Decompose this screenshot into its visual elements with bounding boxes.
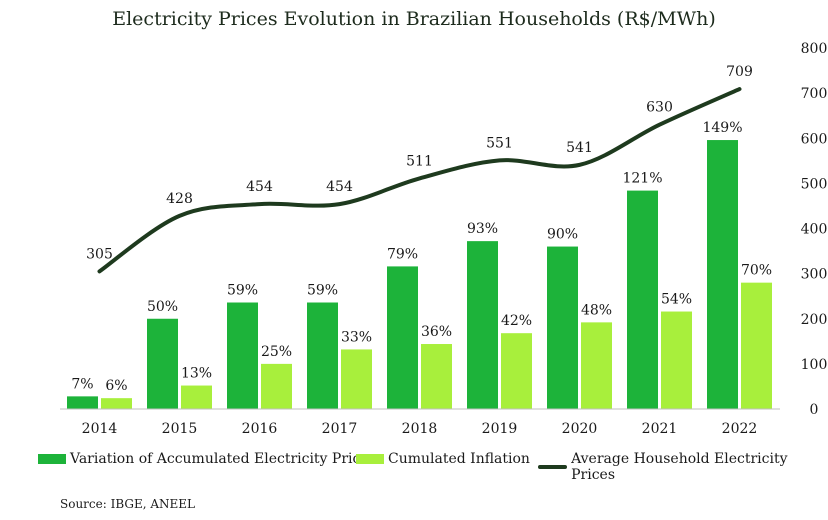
- source-note: Source: IBGE, ANEEL: [60, 497, 195, 511]
- x-tick-2017: 2017: [322, 421, 358, 437]
- label-inflation-2014: 6%: [105, 378, 127, 394]
- label-price-2016: 454: [246, 179, 273, 195]
- labels-layer: 7% 6% 50% 13% 59% 25% 59% 33% 79% 36% 93% 42% 90% 48%…: [71, 64, 772, 394]
- label-variation-2015: 50%: [147, 299, 178, 315]
- bar-inflation-2020: [581, 322, 612, 409]
- legend-line-average-price: [538, 465, 568, 469]
- legend-item-variation: Variation of Accumulated Electricity Pri…: [38, 451, 376, 467]
- bar-variation-2016: [227, 302, 258, 409]
- x-axis-ticks: 2014 2015 2016 2017 2018 2019 2020 2021 2022: [82, 421, 758, 437]
- bar-variation-2017: [307, 302, 338, 409]
- label-variation-2022: 149%: [702, 120, 742, 136]
- legend-swatch-variation: [38, 454, 66, 464]
- x-tick-2022: 2022: [722, 421, 758, 437]
- label-variation-2016: 59%: [227, 283, 258, 299]
- label-variation-2018: 79%: [387, 246, 418, 262]
- legend-label-inflation: Cumulated Inflation: [388, 451, 530, 467]
- label-price-2022: 709: [726, 64, 753, 80]
- label-variation-2019: 93%: [467, 221, 498, 237]
- label-inflation-2017: 33%: [341, 329, 372, 345]
- legend-swatch-inflation: [356, 454, 384, 464]
- chart-title: Electricity Prices Evolution in Brazilia…: [112, 8, 716, 30]
- bar-variation-2019: [467, 241, 498, 409]
- x-tick-2018: 2018: [402, 421, 438, 437]
- y-tick-200: 200: [801, 312, 828, 328]
- label-variation-2014: 7%: [71, 376, 93, 392]
- bar-inflation-2021: [661, 311, 692, 409]
- label-price-2019: 551: [486, 135, 513, 151]
- y-tick-600: 600: [801, 131, 828, 147]
- y-tick-0: 0: [810, 402, 819, 418]
- y-tick-300: 300: [801, 267, 828, 283]
- price-line: [97, 87, 742, 274]
- x-tick-2016: 2016: [242, 421, 278, 437]
- x-tick-2014: 2014: [82, 421, 118, 437]
- bar-variation-2020: [547, 246, 578, 409]
- label-inflation-2016: 25%: [261, 344, 292, 360]
- bar-variation-2014: [67, 396, 98, 409]
- legend: Variation of Accumulated Electricity Pri…: [0, 451, 828, 483]
- y-tick-800: 800: [801, 41, 828, 57]
- label-inflation-2019: 42%: [501, 313, 532, 329]
- x-tick-2021: 2021: [642, 421, 678, 437]
- bar-inflation-2015: [181, 385, 212, 409]
- bar-inflation-2014: [101, 398, 132, 409]
- label-price-2021: 630: [646, 100, 673, 116]
- bar-inflation-2016: [261, 363, 292, 409]
- label-inflation-2018: 36%: [421, 324, 452, 340]
- label-inflation-2020: 48%: [581, 302, 612, 318]
- bar-inflation-2019: [501, 333, 532, 409]
- bar-variation-2021: [627, 190, 658, 409]
- y-tick-100: 100: [801, 357, 828, 373]
- x-tick-2019: 2019: [482, 421, 518, 437]
- bar-variation-2022: [707, 140, 738, 409]
- label-price-2015: 428: [166, 191, 193, 207]
- y-tick-500: 500: [801, 176, 828, 192]
- label-inflation-2022: 70%: [741, 263, 772, 279]
- label-inflation-2015: 13%: [181, 366, 212, 382]
- bar-inflation-2018: [421, 344, 452, 409]
- bar-variation-2015: [147, 318, 178, 409]
- label-price-2020: 541: [566, 140, 593, 156]
- label-inflation-2021: 54%: [661, 292, 692, 308]
- label-price-2014: 305: [86, 246, 113, 262]
- bars-layer: [67, 140, 772, 409]
- x-tick-2015: 2015: [162, 421, 198, 437]
- label-price-2017: 454: [326, 179, 353, 195]
- label-price-2018: 511: [406, 153, 433, 169]
- label-variation-2017: 59%: [307, 283, 338, 299]
- legend-item-inflation: Cumulated Inflation: [356, 451, 530, 467]
- y-tick-700: 700: [801, 86, 828, 102]
- bar-inflation-2017: [341, 349, 372, 409]
- y-axis-right-ticks: 0 100 200 300 400 500 600 700 800: [801, 41, 828, 418]
- legend-label-average-price: Average Household Electricity Prices: [571, 451, 788, 483]
- x-tick-2020: 2020: [562, 421, 598, 437]
- bar-inflation-2022: [741, 282, 772, 409]
- bar-variation-2018: [387, 266, 418, 409]
- legend-label-variation: Variation of Accumulated Electricity Pri…: [70, 451, 376, 467]
- label-variation-2021: 121%: [622, 171, 662, 187]
- y-tick-400: 400: [801, 222, 828, 238]
- legend-item-average-price: Average Household Electricity Prices: [538, 451, 828, 483]
- label-variation-2020: 90%: [547, 227, 578, 243]
